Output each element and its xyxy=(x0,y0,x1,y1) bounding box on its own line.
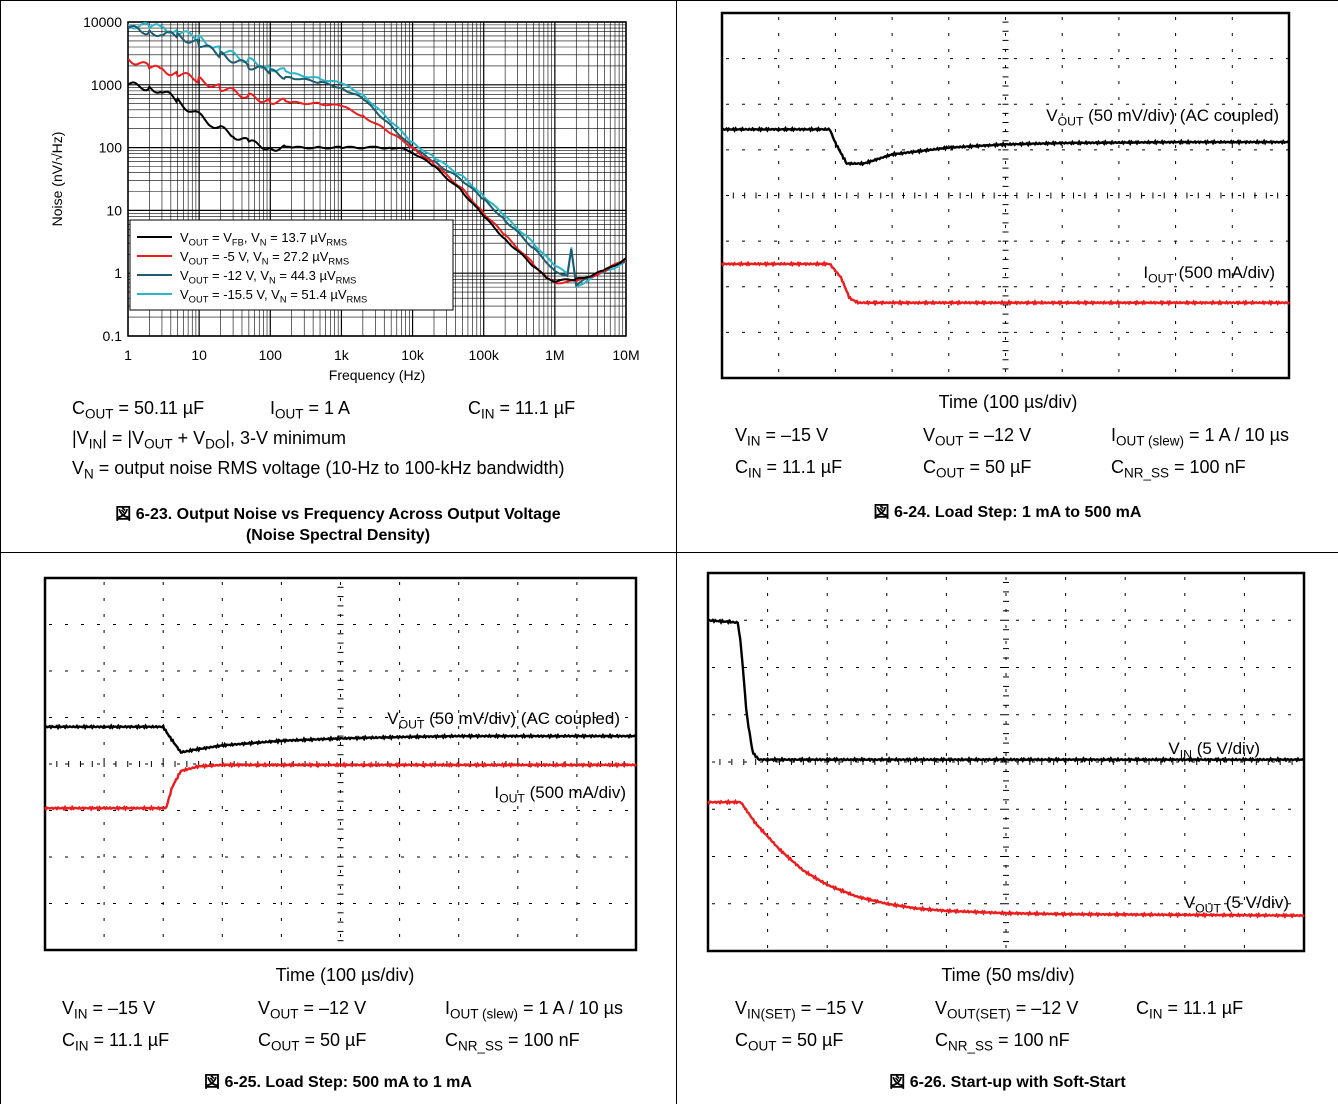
condition-text: CIN = 11.1 µF xyxy=(62,1030,170,1054)
startup-time-label: Time (50 ms/div) xyxy=(941,965,1075,985)
noise-legend: VOUT = VFB, VN = 13.7 µVRMS VOUT = -5 V, … xyxy=(129,219,454,311)
noise-cond-0-0: COUT = 50.11 µF xyxy=(72,398,205,422)
scope-trace xyxy=(707,618,1305,764)
condition-text: IOUT (slew) = 1 A / 10 µs xyxy=(445,998,623,1022)
condition-text: VIN = –15 V xyxy=(62,998,156,1022)
condition-text: COUT = 50 µF xyxy=(258,1030,367,1054)
y-tick-label: 1 xyxy=(114,265,122,281)
scope-grid xyxy=(721,12,1290,379)
x-tick-label: 100k xyxy=(469,347,500,363)
load-step-up-caption: 図 6-24. Load Step: 1 mA to 500 mA xyxy=(873,504,1142,521)
noise-cond-row-1: |VIN| = |VOUT + VDO|, 3-V minimum xyxy=(72,428,347,452)
noise-cond-row-2: VN = output noise RMS voltage (10-Hz to … xyxy=(72,458,565,482)
y-tick-label: 1000 xyxy=(91,77,122,93)
legend-entry: VOUT = VFB, VN = 13.7 µVRMS xyxy=(180,230,347,247)
noise-panel: 1 10 100 1k 10k 100k 1M 10M 0.1 1 10 100 1000 10000 Fr… xyxy=(0,0,676,552)
x-tick-label: 1 xyxy=(124,347,132,363)
condition-text: CIN = 11.1 µF xyxy=(735,457,843,481)
trace-label: VOUT (50 mV/div) (AC coupled) xyxy=(387,709,620,731)
x-tick-label: 10 xyxy=(191,347,207,363)
condition-text: IOUT (slew) = 1 A / 10 µs xyxy=(1111,425,1289,449)
condition-text: VOUT = –12 V xyxy=(923,425,1032,449)
noise-cond-0-2: CIN = 11.1 µF xyxy=(468,398,576,422)
trace-label: IOUT (500 mA/div) xyxy=(494,783,626,805)
trace-label: VOUT (50 mV/div) (AC coupled) xyxy=(1046,106,1279,128)
legend-entry: VOUT = -5 V, VN = 27.2 µVRMS xyxy=(180,249,349,266)
y-tick-label: 0.1 xyxy=(103,328,123,344)
noise-plot-frame xyxy=(127,21,627,337)
legend-entry: VOUT = -15.5 V, VN = 51.4 µVRMS xyxy=(180,287,367,304)
x-axis-label: Frequency (Hz) xyxy=(329,367,425,383)
trace-label: VOUT (5 V/div) xyxy=(1184,893,1289,915)
x-tick-label: 10M xyxy=(612,347,639,363)
scope-trace xyxy=(721,125,1290,167)
scope-frame xyxy=(43,576,638,952)
condition-text: COUT = 50 µF xyxy=(735,1030,844,1054)
noise-cond-0-1: IOUT = 1 A xyxy=(270,398,351,422)
condition-text: CIN = 11.1 µF xyxy=(1136,998,1244,1022)
load-step-up-scope: VOUT (50 mV/div) (AC coupled) IOUT (500 m… xyxy=(720,11,1291,380)
load-step-down-panel: VOUT (50 mV/div) (AC coupled) IOUT (500 m… xyxy=(0,553,676,1104)
condition-text: VIN(SET) = –15 V xyxy=(735,998,864,1022)
startup-panel: VIN (5 V/div) VOUT (5 V/div) Time (50 ms/… xyxy=(677,553,1338,1104)
x-tick-label: 100 xyxy=(259,347,283,363)
y-tick-label: 10000 xyxy=(83,14,122,30)
noise-caption: 図 6-23. Output Noise vs Frequency Across… xyxy=(0,504,676,546)
x-tick-label: 10k xyxy=(401,347,425,363)
legend-entry: VOUT = -12 V, VN = 44.3 µVRMS xyxy=(180,268,356,285)
trace-label: VIN (5 V/div) xyxy=(1168,739,1260,761)
x-tick-label: 1k xyxy=(334,347,350,363)
scope-trace xyxy=(44,723,637,754)
noise-caption-line1: 図 6-23. Output Noise vs Frequency Across… xyxy=(115,506,561,523)
startup-scope: VIN (5 V/div) VOUT (5 V/div) xyxy=(706,571,1306,953)
condition-text: VOUT(SET) = –12 V xyxy=(935,998,1079,1022)
scope-trace xyxy=(43,761,637,812)
load-step-down-caption: 図 6-25. Load Step: 500 mA to 1 mA xyxy=(204,1074,472,1091)
noise-series-line xyxy=(128,25,626,288)
condition-text: VOUT = –12 V xyxy=(258,998,367,1022)
condition-text: CNR_SS = 100 nF xyxy=(935,1030,1070,1054)
trace-label: IOUT (500 mA/div) xyxy=(1143,263,1275,285)
condition-text: CNR_SS = 100 nF xyxy=(1111,457,1246,481)
horizontal-divider xyxy=(0,552,1338,553)
load-step-down-scope: VOUT (50 mV/div) (AC coupled) IOUT (500 m… xyxy=(43,576,638,952)
scope-frame xyxy=(706,571,1306,953)
load-step-up-time-label: Time (100 µs/div) xyxy=(938,392,1078,412)
scope-grid xyxy=(707,572,1305,952)
load-step-down-time-label: Time (100 µs/div) xyxy=(275,965,415,985)
load-step-up-panel: VOUT (50 mV/div) (AC coupled) IOUT (500 m… xyxy=(677,0,1338,552)
y-axis-label: Noise (nV/√Hz) xyxy=(49,132,65,227)
outer-top-border xyxy=(0,0,1338,1)
scope-frame xyxy=(720,11,1291,380)
condition-text: COUT = 50 µF xyxy=(923,457,1032,481)
y-tick-label: 10 xyxy=(106,202,122,218)
noise-caption-line2: (Noise Spectral Density) xyxy=(245,527,431,544)
noise-series-line xyxy=(128,81,626,283)
x-tick-label: 1M xyxy=(545,347,564,363)
condition-text: VIN = –15 V xyxy=(735,425,829,449)
y-tick-label: 100 xyxy=(99,140,123,156)
condition-text: CNR_SS = 100 nF xyxy=(445,1030,580,1054)
scope-trace xyxy=(720,260,1290,307)
noise-chart: 1 10 100 1k 10k 100k 1M 10M0.1110100100010000Fr… xyxy=(49,14,640,383)
startup-caption: 図 6-26. Start-up with Soft-Start xyxy=(889,1074,1126,1091)
scope-trace xyxy=(706,798,1305,919)
